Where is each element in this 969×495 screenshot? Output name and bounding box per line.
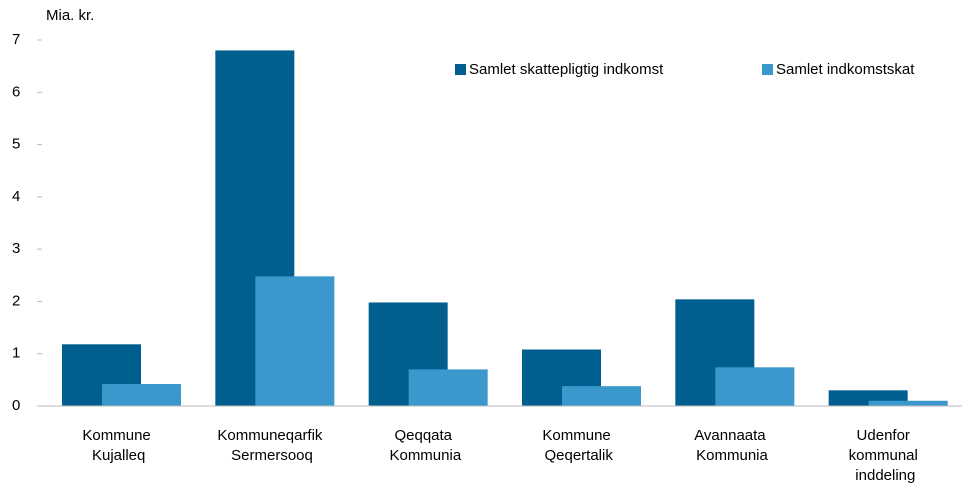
x-tick-label-line: Qeqqata [394, 427, 456, 444]
legend-label: Samlet indkomstskat [776, 61, 915, 78]
y-tick-label: 3 [12, 240, 20, 257]
x-tick-label: Qeqqata Kommunia [389, 427, 461, 464]
bar [562, 386, 641, 406]
x-tick-label-line: Udenfor [857, 427, 915, 444]
x-tick-label: Avannaata Kommunia [694, 427, 770, 464]
y-tick-label: 5 [12, 136, 20, 153]
axis-label: Mia. kr. [46, 7, 94, 24]
y-tick-label: 2 [12, 292, 20, 309]
x-tick-label-line: Kommunia [696, 447, 768, 464]
x-tick-label-line: Kommuneqarfik [217, 427, 326, 444]
x-tick-label-line: Avannaata [694, 427, 770, 444]
y-tick-label: 4 [12, 188, 20, 205]
y-tick-label: 7 [12, 31, 20, 48]
legend-swatch [762, 64, 773, 75]
legend-swatch [455, 64, 466, 75]
x-tick-label-line: Kommunia [389, 447, 461, 464]
bar [255, 276, 335, 406]
x-tick-label: Kommune Qeqertalik [542, 427, 615, 464]
legend-label: Samlet skattepligtig indkomst [469, 61, 664, 78]
bar [408, 369, 488, 406]
y-tick-label: 6 [12, 83, 20, 100]
x-tick-label-line: Kujalleq [92, 447, 145, 464]
y-tick-label: 0 [12, 397, 20, 414]
x-tick-label: Kommune Kujalleq [82, 427, 155, 464]
x-tick-label: Udenfor kommunal inddeling [849, 427, 922, 484]
x-tick-label-line: Sermersooq [231, 447, 313, 464]
bar [102, 384, 181, 406]
y-tick-label: 1 [12, 345, 20, 362]
x-tick-label-line: Qeqertalik [544, 447, 613, 464]
x-tick-label-line: inddeling [855, 467, 915, 484]
bar [715, 367, 795, 406]
x-tick-label-line: Kommune [82, 427, 155, 444]
bar [868, 400, 948, 406]
x-tick-label-line: kommunal [849, 447, 922, 464]
x-tick-label-line: Kommune [542, 427, 615, 444]
x-tick-label: Kommuneqarfik Sermersooq [217, 427, 326, 464]
